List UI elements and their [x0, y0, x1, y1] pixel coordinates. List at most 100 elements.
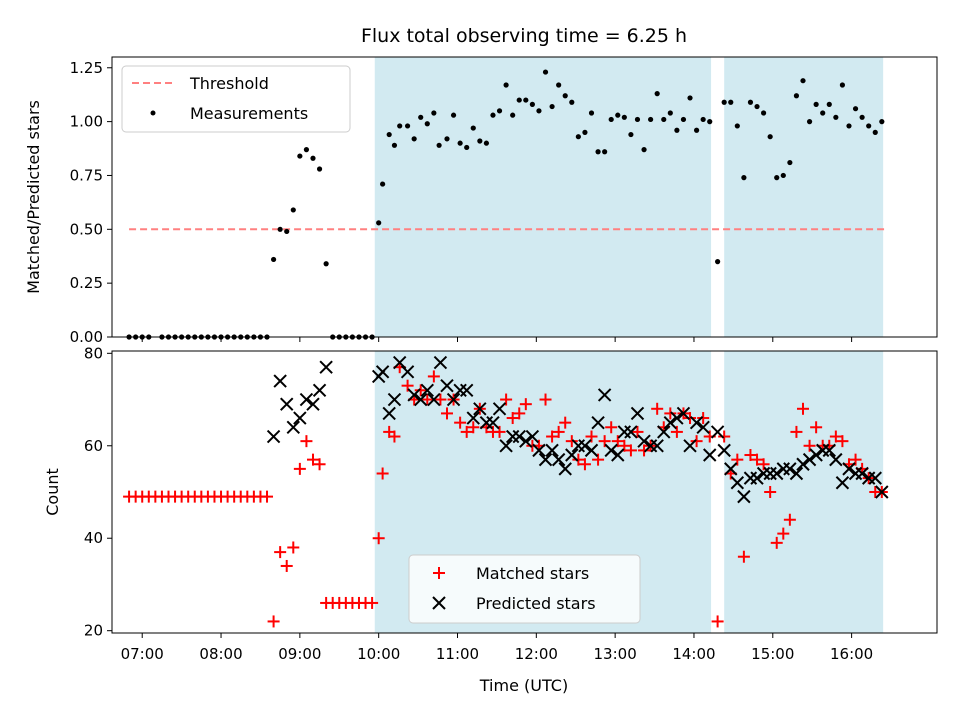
measurement-point: [826, 101, 832, 107]
x-tick-label: 12:00: [515, 645, 558, 663]
predicted-star-point: [724, 462, 738, 476]
predicted-star-point: [783, 462, 797, 476]
predicted-star-point: [538, 452, 553, 467]
measurement-point: [866, 123, 872, 129]
predicted-star-point: [266, 429, 281, 444]
top-y-axis-label: Matched/Predicted stars: [24, 100, 43, 294]
measurement-point: [661, 116, 667, 123]
predicted-star-point: [512, 429, 526, 444]
predicted-star-point: [802, 452, 817, 467]
predicted-star-point: [703, 448, 717, 462]
measurement-point: [707, 119, 713, 125]
predicted-star-point: [597, 388, 612, 402]
measurement-point: [774, 175, 780, 181]
measurement-point: [424, 121, 430, 127]
predicted-star-point: [717, 443, 731, 458]
predicted-star-point: [299, 392, 314, 407]
predicted-star-point: [743, 471, 758, 485]
x-tick-label: 14:00: [672, 645, 715, 663]
predicted-star-point: [382, 406, 396, 421]
legend-measurements-swatch: [150, 110, 156, 116]
predicted-star-point: [796, 457, 810, 471]
predicted-star-point: [868, 471, 882, 485]
top-y-tick-label: 1.25: [70, 59, 103, 77]
matched-star-point: [280, 559, 293, 572]
matched-star-point: [770, 536, 783, 549]
predicted-star-point: [505, 429, 520, 444]
predicted-star-point: [737, 489, 751, 504]
predicted-star-point: [611, 448, 625, 462]
measurement-point: [523, 97, 529, 103]
top-y-tick-label: 0.25: [70, 274, 103, 292]
predicted-star-point: [770, 466, 784, 481]
matched-star-point: [829, 430, 842, 443]
measurement-point: [760, 110, 767, 116]
matched-star-point: [440, 407, 453, 420]
matched-star-point: [777, 527, 790, 540]
predicted-star-point: [312, 383, 327, 398]
matched-star-point: [764, 486, 777, 498]
measurement-point: [450, 112, 457, 118]
predicted-star-point: [551, 452, 566, 467]
predicted-star-point: [637, 434, 651, 448]
predicted-star-point: [591, 415, 605, 430]
measurement-point: [529, 101, 535, 107]
measurement-point: [641, 147, 647, 153]
measurement-point: [615, 112, 621, 118]
predicted-star-point: [459, 383, 474, 398]
predicted-star-point: [696, 420, 710, 434]
matched-star-point: [293, 462, 306, 475]
measurement-point: [386, 131, 392, 138]
predicted-star-point: [525, 429, 540, 444]
x-axis-label: Time (UTC): [479, 676, 568, 695]
measurement-point: [575, 134, 581, 140]
predicted-star-point: [486, 415, 500, 430]
measurement-point: [431, 110, 437, 116]
measurement-point: [503, 82, 509, 88]
predicted-star-point: [643, 439, 658, 453]
measurement-point: [747, 99, 754, 105]
measurement-point: [700, 116, 706, 123]
matched-star-point: [684, 412, 697, 425]
measurement-point: [813, 101, 819, 107]
measurement-point: [859, 114, 865, 120]
legend-predicted-label: Predicted stars: [476, 594, 596, 613]
predicted-star-point: [280, 397, 294, 411]
matched-star-point: [460, 425, 473, 438]
predicted-star-point: [756, 466, 771, 481]
matched-star-point: [638, 444, 651, 457]
predicted-star-point: [822, 443, 836, 458]
predicted-star-point: [414, 392, 428, 407]
legend-measurements-label: Measurements: [190, 104, 308, 123]
measurement-point: [608, 116, 614, 123]
measurement-point: [715, 259, 721, 265]
matched-star-point: [267, 615, 280, 628]
measurement-point: [628, 131, 634, 138]
matched-star-point: [797, 402, 810, 415]
predicted-star-point: [420, 383, 434, 398]
predicted-star-point: [676, 406, 691, 421]
matched-star-point: [506, 412, 519, 425]
measurement-point: [380, 181, 386, 187]
measurement-point: [806, 119, 813, 125]
measurement-point: [621, 114, 627, 120]
measurement-point: [549, 103, 555, 110]
measurement-point: [303, 147, 310, 153]
predicted-star-point: [816, 443, 830, 458]
predicted-star-point: [446, 392, 461, 407]
measurement-point: [780, 172, 786, 179]
matched-star-point: [737, 550, 750, 563]
matched-star-point: [434, 393, 447, 406]
matched-star-point: [651, 402, 664, 415]
measurement-point: [316, 166, 323, 172]
bottom-legend: Matched stars Predicted stars: [408, 554, 641, 624]
measurement-point: [820, 110, 826, 116]
top-y-tick-label: 0.50: [70, 220, 103, 238]
predicted-star-point: [861, 471, 876, 485]
measurement-point: [839, 82, 846, 88]
measurement-point: [290, 207, 296, 213]
predicted-star-point: [293, 411, 307, 425]
predicted-star-point: [466, 411, 480, 425]
predicted-star-point: [842, 462, 856, 476]
top-y-tick-label: 1.00: [70, 113, 103, 131]
